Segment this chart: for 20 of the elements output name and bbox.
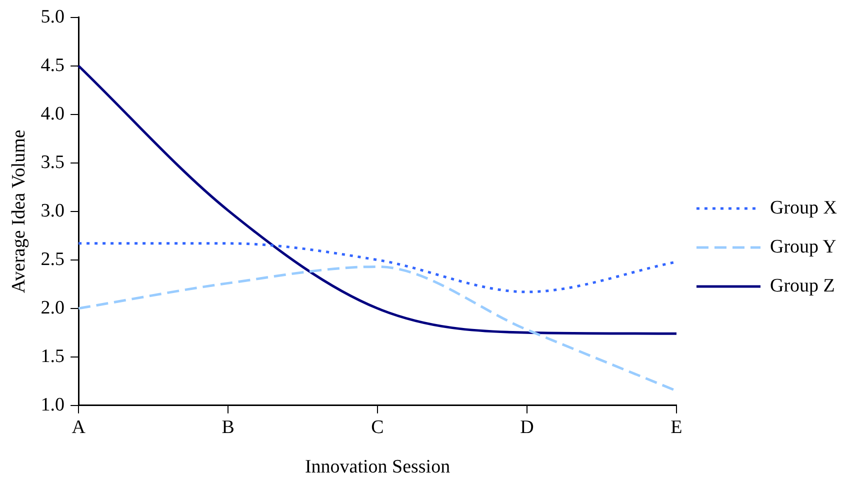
y-tick-label: 1.5 [40,346,65,367]
line-series [77,64,678,335]
y-tick-label: 1.0 [40,394,65,416]
x-tick-label: C [371,416,384,438]
y-axis-title: Average Idea Volume [8,130,30,294]
legend-label: Group Z [770,275,835,296]
x-tick-label: E [670,416,682,438]
x-tick-label: B [222,416,234,438]
y-tick-label: 4.5 [40,54,65,76]
y-tick-label: 5.0 [40,6,65,28]
legend-label: Group X [770,197,838,218]
y-tick-label: 4.0 [40,103,65,124]
x-tick-label: D [520,416,534,438]
legend-label: Group Y [770,236,837,258]
y-tick-label: 2.0 [40,297,65,318]
x-tick-label: A [72,416,86,438]
y-tick-label: 3.0 [40,200,65,222]
x-axis-title: Innovation Session [304,456,451,478]
y-tick-label: 2.5 [40,248,65,270]
y-tick-label: 3.5 [40,152,65,173]
